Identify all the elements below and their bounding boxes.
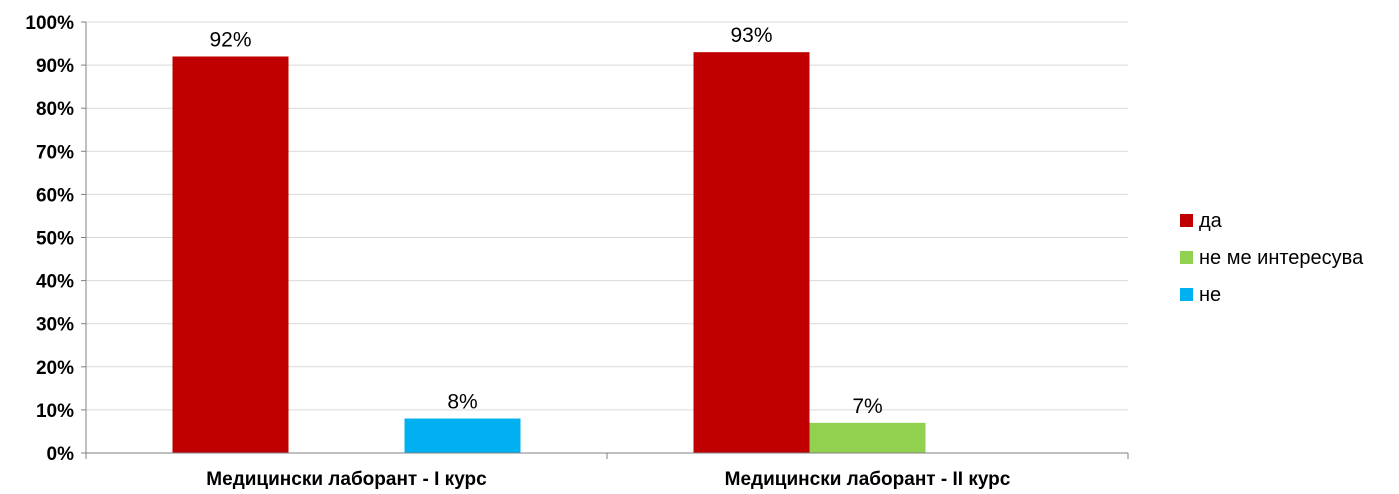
legend-label: не ме интересува: [1199, 247, 1364, 269]
data-label: 92%: [209, 28, 251, 51]
x-axis: Медицински лаборант - I курс Медицински л…: [85, 452, 1129, 490]
y-tick-label: 30%: [36, 315, 74, 336]
y-tick-label: 100%: [25, 13, 74, 34]
y-tick-label: 50%: [36, 229, 74, 250]
bar: [693, 52, 810, 454]
y-tick-label: 40%: [36, 272, 74, 293]
legend-label: да: [1199, 210, 1223, 232]
y-tick-label: 10%: [36, 401, 74, 422]
y-tick-label: 0%: [47, 444, 75, 465]
y-tick-label: 70%: [36, 142, 74, 163]
x-tick-label: Медицински лаборант - II курс: [725, 469, 1011, 490]
data-label: 93%: [730, 24, 772, 47]
y-tick-label: 90%: [36, 56, 74, 77]
legend: да не ме интересува не: [1180, 210, 1364, 306]
y-tick-label: 80%: [36, 99, 74, 120]
y-axis: 0% 10% 20% 30% 40% 50% 60% 70% 80% 90% 100%: [25, 13, 87, 465]
bars: [172, 52, 926, 454]
legend-swatch: [1180, 288, 1193, 301]
x-tick-label: Медицински лаборант - I курс: [206, 469, 487, 490]
bar: [172, 56, 289, 453]
data-label: 8%: [447, 391, 477, 414]
y-tick-label: 20%: [36, 358, 74, 379]
legend-label: не: [1199, 284, 1221, 306]
data-label: 7%: [852, 395, 882, 418]
bar: [404, 418, 521, 453]
data-labels: 92% 8% 93% 7%: [209, 24, 882, 418]
bar: [809, 422, 926, 453]
legend-swatch: [1180, 251, 1193, 264]
legend-swatch: [1180, 214, 1193, 227]
y-tick-label: 60%: [36, 185, 74, 206]
